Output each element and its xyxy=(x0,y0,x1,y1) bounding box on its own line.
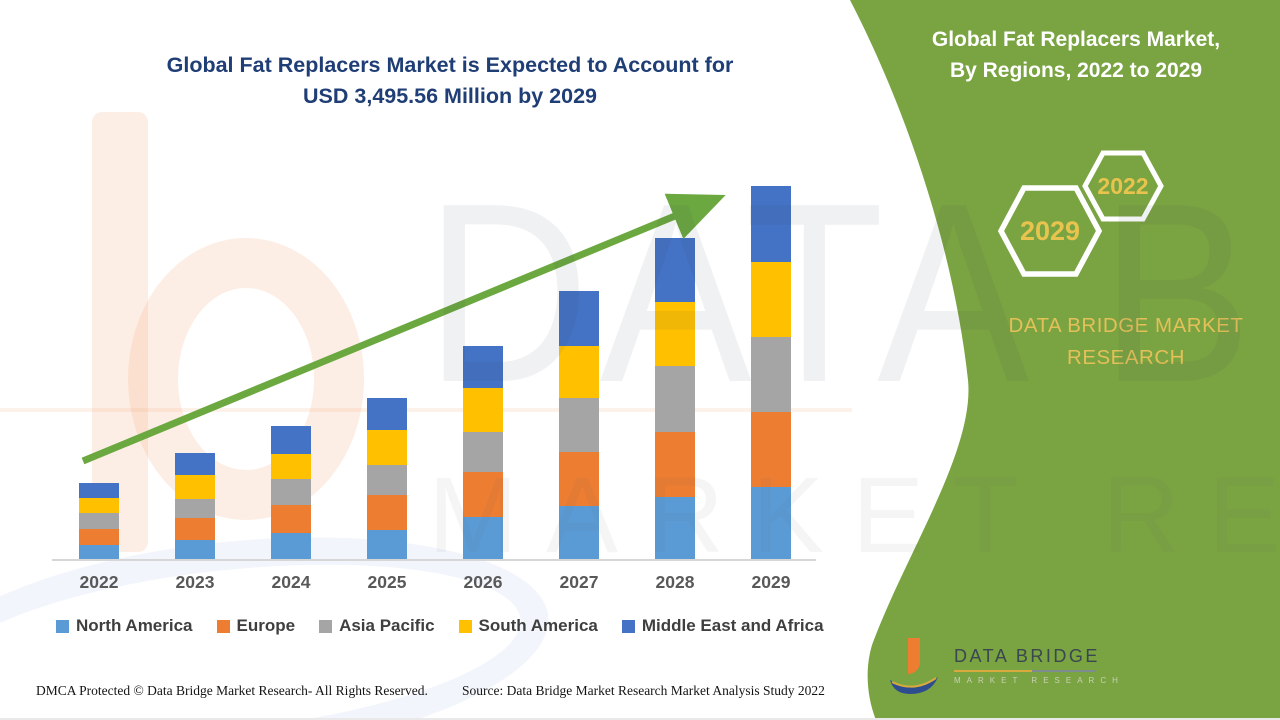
legend-swatch-icon xyxy=(458,619,472,633)
bar-segment-2022-asia-pacific xyxy=(79,512,119,529)
bar-segment-2022-middle-east-and-africa xyxy=(79,482,119,498)
footer-source: Source: Data Bridge Market Research Mark… xyxy=(462,683,825,698)
bar-segment-2025-middle-east-and-africa xyxy=(367,397,407,430)
databridge-logo: DATA BRIDGE MARKET RESEARCH xyxy=(886,636,1124,698)
legend-item-south-america: South America xyxy=(458,616,598,636)
bar-segment-2024-europe xyxy=(271,505,311,533)
x-axis-label-2029: 2029 xyxy=(751,572,791,592)
bar-segment-2029-north-america xyxy=(751,486,791,560)
bar-segment-2022-north-america xyxy=(79,545,119,560)
footer-dmca: DMCA Protected © Data Bridge Market Rese… xyxy=(36,683,428,698)
bar-segment-2025-south-america xyxy=(367,429,407,466)
bar-segment-2024-north-america xyxy=(271,532,311,560)
chart-title: Global Fat Replacers Market is Expected … xyxy=(55,50,845,112)
legend-swatch-icon xyxy=(56,619,69,633)
legend-swatch-icon xyxy=(621,619,635,633)
x-axis-label-2023: 2023 xyxy=(175,572,215,592)
legend-item-middle-east-and-africa: Middle East and Africa xyxy=(621,616,824,636)
x-axis-label-2028: 2028 xyxy=(655,572,695,592)
bar-segment-2023-south-america xyxy=(175,474,215,499)
x-axis-label-2022: 2022 xyxy=(79,572,119,592)
bar-segment-2025-north-america xyxy=(367,530,407,560)
bar-segment-2027-middle-east-and-africa xyxy=(559,291,599,347)
bar-segment-2029-south-america xyxy=(751,261,791,337)
bar-segment-2024-middle-east-and-africa xyxy=(271,426,311,454)
bar-segment-2023-north-america xyxy=(175,539,215,560)
x-axis-label-2027: 2027 xyxy=(559,572,599,592)
bar-segment-2027-north-america xyxy=(559,506,599,560)
bar-segment-2024-asia-pacific xyxy=(271,478,311,506)
bar-segment-2024-south-america xyxy=(271,453,311,479)
legend-label: South America xyxy=(478,616,598,635)
legend-swatch-icon xyxy=(216,619,230,633)
x-axis-label-2025: 2025 xyxy=(367,572,407,592)
bar-segment-2028-middle-east-and-africa xyxy=(655,238,695,302)
bar-segment-2028-north-america xyxy=(655,497,695,560)
chart-title-line1: Global Fat Replacers Market is Expected … xyxy=(166,53,734,77)
bar-segment-2023-europe xyxy=(175,517,215,540)
bar-segment-2022-europe xyxy=(79,528,119,545)
bar-segment-2029-asia-pacific xyxy=(751,336,791,412)
legend-label: Middle East and Africa xyxy=(641,616,824,635)
bar-segment-2025-asia-pacific xyxy=(367,465,407,495)
bar-segment-2029-europe xyxy=(751,411,791,487)
bar-segment-2023-asia-pacific xyxy=(175,498,215,518)
bar-segment-2025-europe xyxy=(367,494,407,530)
logo-name: DATA BRIDGE xyxy=(954,646,1100,666)
bar-segment-2026-asia-pacific xyxy=(463,432,503,473)
bar-segment-2027-asia-pacific xyxy=(559,398,599,453)
bar-segment-2027-europe xyxy=(559,452,599,507)
bar-segment-2026-north-america xyxy=(463,517,503,560)
bar-segment-2027-south-america xyxy=(559,346,599,399)
bar-segment-2028-europe xyxy=(655,432,695,497)
bar-segment-2022-south-america xyxy=(79,497,119,513)
hexagon-badge-2029: 2029 xyxy=(998,185,1102,277)
hexagon-badge-2022: 2022 xyxy=(1082,150,1164,222)
x-axis-label-2026: 2026 xyxy=(463,572,503,592)
watermark-underline xyxy=(0,408,852,412)
databridge-logo-icon xyxy=(890,638,938,694)
svg-text:2022: 2022 xyxy=(1097,173,1148,199)
legend-label: Europe xyxy=(236,616,296,635)
bar-segment-2028-asia-pacific xyxy=(655,366,695,432)
bar-segment-2028-south-america xyxy=(655,301,695,367)
legend-item-asia-pacific: Asia Pacific xyxy=(319,616,435,636)
logo-tagline: MARKET RESEARCH xyxy=(954,676,1124,685)
panel-title: Global Fat Replacers Market, By Regions,… xyxy=(890,24,1262,86)
chart-title-line2: USD 3,495.56 Million by 2029 xyxy=(303,84,597,108)
bar-segment-2026-south-america xyxy=(463,387,503,433)
brand-line2: RESEARCH xyxy=(1067,346,1185,369)
bar-segment-2026-europe xyxy=(463,472,503,518)
x-axis-line xyxy=(52,559,816,561)
svg-text:2029: 2029 xyxy=(1020,216,1080,246)
brand-line1: DATA BRIDGE MARKET xyxy=(1008,314,1244,337)
legend-item-europe: Europe xyxy=(216,616,296,636)
legend-item-north-america: North America xyxy=(56,616,193,636)
legend-label: North America xyxy=(76,616,193,635)
bar-segment-2023-middle-east-and-africa xyxy=(175,452,215,475)
panel-title-line2: By Regions, 2022 to 2029 xyxy=(949,59,1203,82)
panel-title-line1: Global Fat Replacers Market, xyxy=(931,28,1221,51)
chart-legend: North America Europe Asia Pacific South Ame… xyxy=(56,616,824,636)
x-axis-label-2024: 2024 xyxy=(271,572,311,592)
legend-swatch-icon xyxy=(319,619,333,633)
brand-wordmark: DATA BRIDGE MARKET RESEARCH xyxy=(940,310,1280,374)
bar-segment-2029-middle-east-and-africa xyxy=(751,185,791,262)
bar-segment-2026-middle-east-and-africa xyxy=(463,345,503,388)
logo-rule xyxy=(954,670,1096,672)
legend-label: Asia Pacific xyxy=(339,616,435,635)
